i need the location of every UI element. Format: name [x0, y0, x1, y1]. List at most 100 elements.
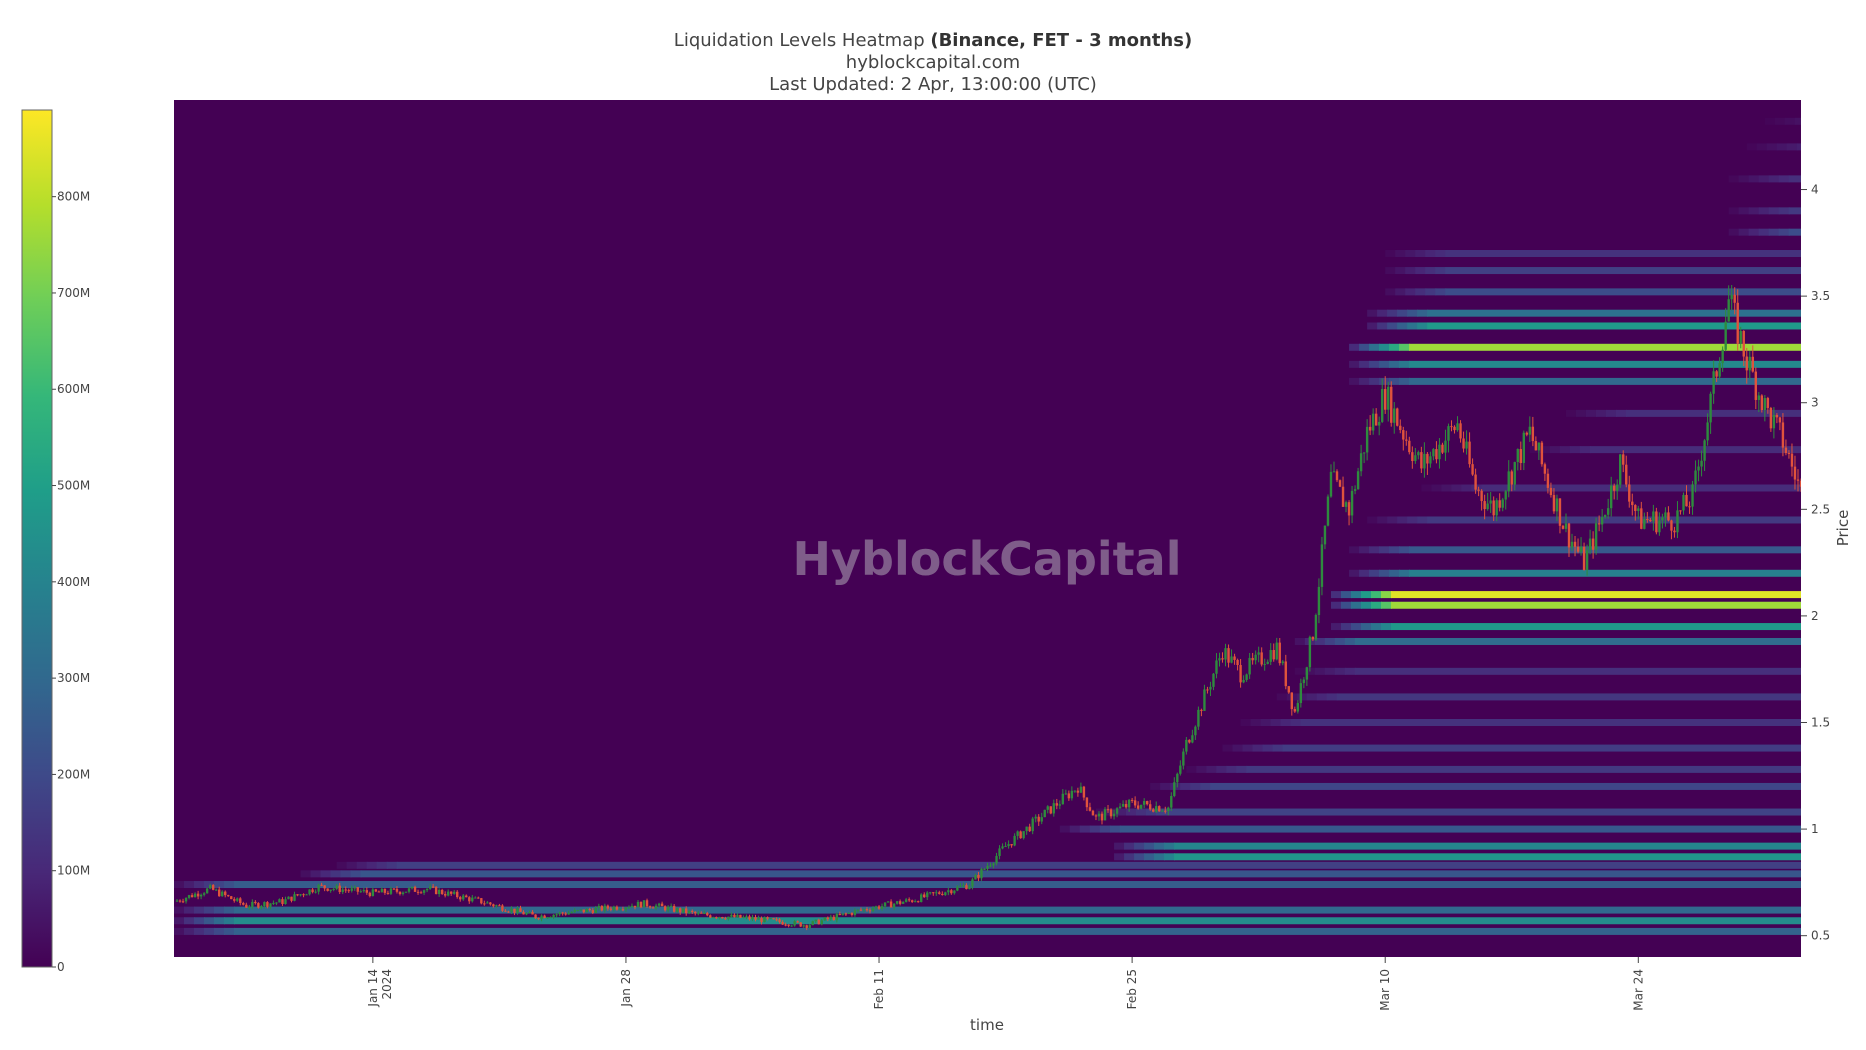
price-candle — [504, 909, 507, 912]
price-candle-body — [1124, 804, 1128, 808]
price-candle-body — [1236, 659, 1239, 666]
price-candle-body — [1073, 790, 1077, 792]
price-candle — [178, 899, 182, 903]
price-candle — [1778, 416, 1782, 431]
price-candle — [727, 916, 730, 921]
price-candle-body — [910, 900, 914, 902]
colorbar-tick-label: 200M — [57, 767, 90, 781]
price-candle-body — [1377, 421, 1381, 426]
price-candle-body — [688, 910, 691, 914]
price-candle-body — [1353, 489, 1357, 491]
price-candle — [1118, 803, 1122, 809]
liquidation-band-body — [234, 927, 1801, 935]
price-candle-body — [480, 898, 483, 904]
price-candle — [808, 924, 811, 930]
price-candle — [1537, 442, 1541, 460]
price-candle — [1260, 647, 1263, 667]
price-candle — [1203, 684, 1206, 711]
price-candle-body — [588, 908, 591, 911]
price-candle — [962, 882, 965, 888]
price-candle-body — [1103, 809, 1107, 821]
price-candle-body — [1703, 440, 1706, 461]
liquidation-band-ramp — [1326, 693, 1338, 701]
price-candle-body — [1374, 413, 1378, 426]
price-candle — [639, 901, 643, 909]
price-candle-body — [998, 848, 1001, 856]
price-candle-body — [956, 886, 959, 891]
price-candle — [871, 906, 875, 913]
price-candle-body — [585, 908, 588, 913]
price-candle-body — [1405, 439, 1408, 441]
price-candle — [1121, 800, 1125, 808]
price-candle-body — [224, 891, 227, 896]
liquidation-band-ramp — [356, 861, 368, 869]
liquidation-band-ramp — [1407, 309, 1419, 317]
price-candle — [1387, 381, 1390, 422]
price-candle — [763, 916, 766, 923]
liquidation-band-ramp — [1294, 667, 1306, 675]
price-candle-body — [1567, 523, 1571, 548]
price-candle-body — [1450, 426, 1453, 428]
price-candle — [624, 906, 628, 913]
price-candle-body — [865, 909, 869, 911]
price-candle-body — [492, 904, 495, 907]
price-candle — [1058, 800, 1062, 810]
price-candle — [1302, 677, 1306, 689]
liquidation-band-ramp — [1405, 249, 1417, 257]
price-candle-body — [269, 903, 272, 907]
price-candle-body — [681, 908, 685, 913]
price-candle-body — [639, 901, 643, 908]
price-candle-body — [1040, 817, 1043, 822]
price-candle-body — [787, 924, 790, 926]
liquidation-band-ramp — [1349, 343, 1361, 351]
price-candle-body — [856, 909, 860, 911]
liquidation-band-ramp — [1748, 207, 1760, 215]
price-candle-body — [1079, 786, 1083, 793]
liquidation-band-ramp — [1387, 516, 1399, 524]
price-candle-body — [1399, 425, 1402, 431]
price-candle-body — [1109, 809, 1113, 817]
liquidation-band-body — [1445, 267, 1801, 275]
price-candle-body — [721, 917, 724, 919]
price-candle — [901, 901, 905, 904]
price-candle — [1170, 792, 1173, 811]
price-candle — [299, 894, 302, 897]
price-candle-body — [630, 905, 634, 908]
price-candle-body — [242, 903, 245, 905]
liquidation-band-ramp — [310, 870, 322, 878]
price-candle-body — [802, 925, 805, 927]
price-candle-body — [422, 890, 426, 893]
price-candle — [1643, 512, 1646, 530]
price-candle — [320, 882, 323, 887]
price-candle-body — [516, 908, 519, 913]
price-candle-body — [983, 868, 986, 870]
price-candle — [950, 888, 953, 895]
x-tick-label: Feb 25 — [1125, 969, 1139, 1009]
price-candle-body — [645, 900, 649, 907]
price-candle-body — [600, 905, 604, 911]
price-candle — [1597, 515, 1601, 532]
price-candle — [537, 917, 540, 921]
price-candle — [1691, 480, 1694, 515]
price-candle-body — [1507, 471, 1510, 492]
liquidation-band-ramp — [1314, 637, 1326, 645]
price-candle — [1507, 460, 1510, 498]
liquidation-band-ramp — [1306, 693, 1318, 701]
price-candle-body — [1179, 765, 1182, 774]
price-candle — [1652, 504, 1655, 531]
price-candle — [1558, 498, 1562, 534]
price-candle-body — [1055, 803, 1058, 806]
price-candle — [1212, 672, 1215, 691]
price-candle — [398, 891, 402, 896]
price-candle-body — [573, 910, 576, 913]
liquidation-band-ramp — [1226, 765, 1238, 773]
price-candle-body — [1570, 541, 1574, 548]
price-candle-body — [1763, 398, 1767, 411]
liquidation-band-ramp — [1252, 744, 1264, 752]
price-candle — [1480, 489, 1483, 511]
price-candle-body — [1387, 386, 1390, 410]
price-candle-body — [1085, 797, 1089, 808]
liquidation-band-ramp — [1190, 782, 1202, 790]
price-candle — [492, 903, 495, 908]
